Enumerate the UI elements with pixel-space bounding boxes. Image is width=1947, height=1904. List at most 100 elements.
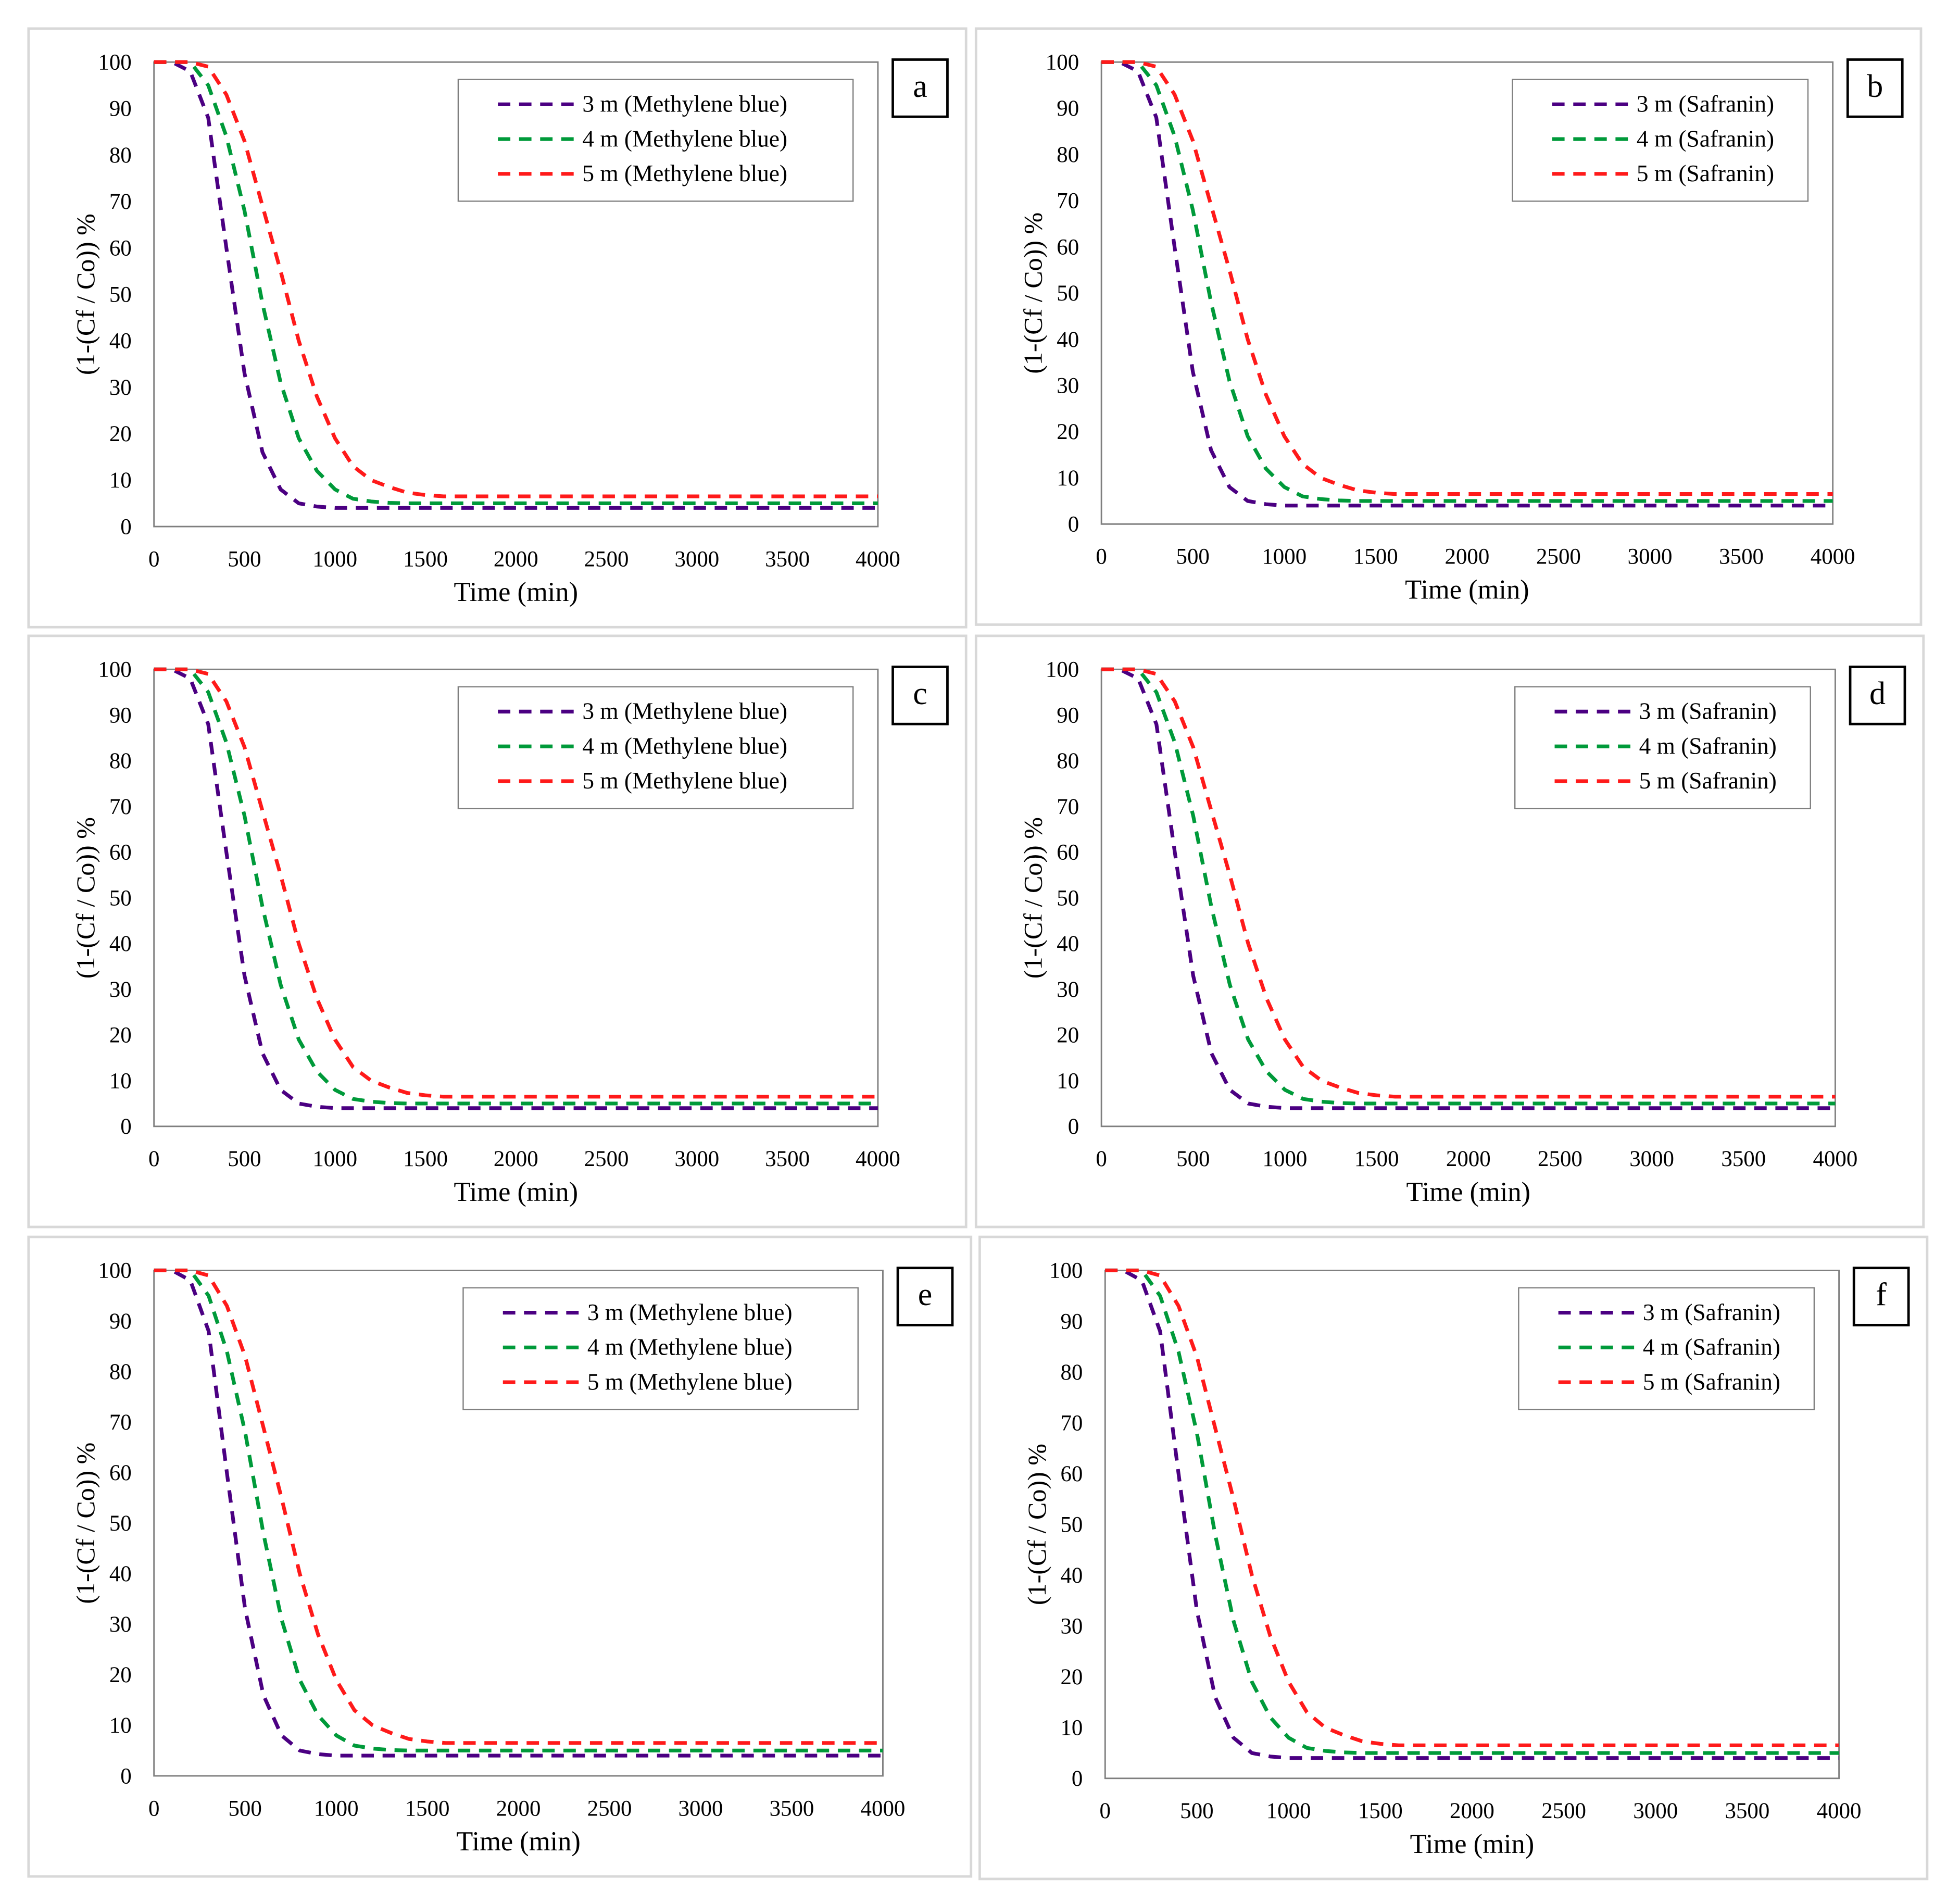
y-tick-label: 10 <box>109 1069 132 1093</box>
y-tick-label: 30 <box>109 1612 132 1637</box>
series-line-3m <box>1101 60 1833 508</box>
series-line-4m <box>154 1268 883 1752</box>
legend-entry: 4 m (Safranin) <box>1637 126 1774 152</box>
y-tick-label: 0 <box>120 1764 131 1788</box>
y-tick-label: 50 <box>109 1511 132 1536</box>
panel-label-box <box>1849 666 1906 725</box>
series-line-3m <box>154 60 878 510</box>
y-tick-label: 40 <box>1060 1563 1083 1588</box>
x-tick-label: 2500 <box>1538 1147 1582 1171</box>
y-axis-label: (1-(Cf / Co)) % <box>71 1443 100 1604</box>
y-tick-label: 90 <box>1057 703 1079 728</box>
plot-area <box>1100 668 1836 1128</box>
y-tick-label: 20 <box>109 422 132 446</box>
y-tick-label: 80 <box>1057 143 1079 167</box>
panel-e: 0 10 20 30 40 50 60 70 80 90 100 0 500 1000 1500 2000 25… <box>27 1235 973 1878</box>
x-tick-label: 4000 <box>861 1796 906 1821</box>
y-tick-label: 100 <box>1046 658 1079 682</box>
x-tick-label: 2000 <box>1446 1147 1491 1171</box>
x-axis-label: Time (min) <box>454 577 579 607</box>
y-tick-label: 100 <box>98 658 131 682</box>
y-tick-label: 80 <box>109 749 132 773</box>
x-tick-label: 1000 <box>312 547 357 571</box>
y-tick-label: 80 <box>109 1360 132 1384</box>
y-tick-label: 40 <box>109 1562 132 1586</box>
y-tick-label: 10 <box>1057 466 1079 491</box>
y-tick-label: 60 <box>109 841 132 865</box>
y-tick-label: 80 <box>109 143 132 168</box>
legend-entry: 4 m (Methylene blue) <box>587 1334 793 1360</box>
series-line-4m <box>154 667 878 1106</box>
x-tick-label: 2500 <box>1536 545 1581 569</box>
legend-entry: 5 m (Safranin) <box>1643 1369 1780 1395</box>
legend-entry: 4 m (Safranin) <box>1639 733 1777 759</box>
series-line-3m <box>1105 1268 1839 1760</box>
y-axis-label: (1-(Cf / Co)) % <box>1019 817 1048 979</box>
x-tick-label: 1500 <box>403 1147 448 1171</box>
x-tick-label: 2000 <box>494 547 538 571</box>
x-axis-label: Time (min) <box>1406 1177 1531 1207</box>
y-axis-label: (1-(Cf / Co)) % <box>1019 212 1048 374</box>
y-tick-label: 90 <box>109 703 132 728</box>
x-tick-label: 4000 <box>856 547 900 571</box>
x-tick-label: 2000 <box>496 1796 541 1821</box>
x-tick-label: 500 <box>228 547 261 571</box>
x-tick-label: 2500 <box>584 1147 629 1171</box>
y-tick-label: 60 <box>109 1461 132 1485</box>
y-tick-label: 50 <box>1057 886 1079 910</box>
x-tick-label: 0 <box>1096 1147 1107 1171</box>
y-tick-label: 60 <box>1057 235 1079 259</box>
x-tick-label: 0 <box>1100 1799 1111 1823</box>
y-tick-label: 60 <box>109 236 132 260</box>
panel-label-box <box>891 58 949 118</box>
panel-label: d <box>1869 676 1886 711</box>
y-tick-label: 70 <box>109 1410 132 1435</box>
x-tick-label: 1500 <box>403 547 448 571</box>
x-tick-label: 3000 <box>674 1147 719 1171</box>
x-tick-label: 500 <box>228 1147 261 1171</box>
panel-label-box <box>896 1267 954 1326</box>
y-tick-label: 0 <box>1068 1114 1079 1139</box>
panel-d: 0 10 20 30 40 50 60 70 80 90 100 0 500 1000 1500 2000 25… <box>974 634 1925 1229</box>
x-tick-label: 0 <box>148 1147 159 1171</box>
y-tick-label: 40 <box>109 932 132 956</box>
y-tick-label: 10 <box>1057 1069 1079 1093</box>
y-tick-label: 50 <box>1060 1512 1083 1537</box>
legend-entry: 3 m (Safranin) <box>1637 91 1774 117</box>
plot-area <box>153 1270 884 1777</box>
y-tick-label: 30 <box>1057 978 1079 1002</box>
panel-c: 0 10 20 30 40 50 60 70 80 90 100 0 500 1000 1500 2000 25… <box>27 634 968 1229</box>
legend-entry: 3 m (Methylene blue) <box>582 91 787 117</box>
y-tick-label: 50 <box>109 282 132 307</box>
y-tick-label: 40 <box>1057 932 1079 956</box>
legend-entry: 3 m (Methylene blue) <box>587 1299 793 1325</box>
x-tick-label: 0 <box>148 1796 159 1821</box>
x-tick-label: 3500 <box>1725 1799 1770 1823</box>
series-line-3m <box>1101 667 1836 1110</box>
series-line-4m <box>1101 60 1833 503</box>
x-tick-label: 1500 <box>1358 1799 1403 1823</box>
y-tick-label: 0 <box>120 1114 131 1139</box>
panel-label: a <box>913 69 927 104</box>
y-tick-label: 10 <box>1060 1716 1083 1740</box>
x-tick-label: 500 <box>1176 545 1210 569</box>
panel-f: 0 10 20 30 40 50 60 70 80 90 100 0 500 1000 1500 2000 25… <box>978 1235 1929 1881</box>
x-tick-label: 500 <box>1180 1799 1213 1823</box>
legend-entry: 5 m (Methylene blue) <box>587 1369 793 1395</box>
y-tick-label: 60 <box>1060 1462 1083 1486</box>
x-tick-label: 500 <box>228 1796 261 1821</box>
y-tick-label: 100 <box>1046 51 1079 75</box>
y-tick-label: 10 <box>109 468 132 493</box>
legend-entry: 4 m (Safranin) <box>1643 1334 1780 1360</box>
legend-box <box>1518 1287 1815 1410</box>
x-tick-label: 3000 <box>1633 1799 1678 1823</box>
legend-entry: 5 m (Methylene blue) <box>582 160 787 186</box>
y-tick-label: 80 <box>1060 1360 1083 1385</box>
x-axis-label: Time (min) <box>454 1177 579 1207</box>
y-tick-label: 30 <box>109 978 132 1002</box>
